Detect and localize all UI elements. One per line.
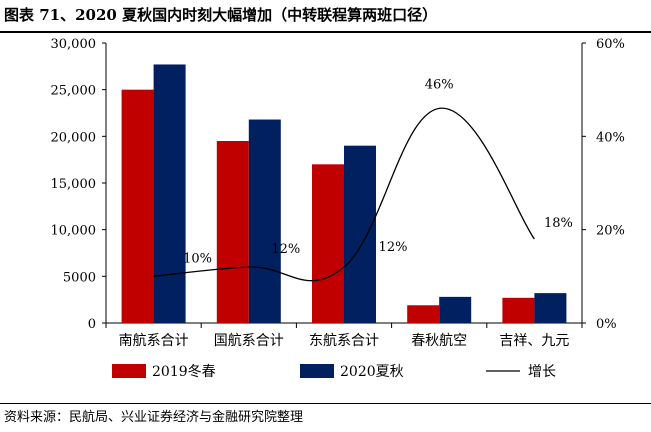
right-tick-label: 40% [596, 130, 625, 145]
right-tick-label: 0% [596, 317, 617, 332]
bar-2020夏秋 [439, 296, 472, 323]
chart: 10% 12% 12% 46% 18% 0 5000 10,000 15,000 20,000 2… [51, 37, 625, 380]
left-tick-label: 25,000 [51, 84, 97, 99]
growth-line [153, 107, 535, 282]
bar-2019冬春 [407, 305, 440, 323]
category-label: 南航系合计 [119, 333, 189, 349]
chart-line: 10% 12% 12% 46% 18% [153, 77, 573, 282]
legend-label-2020: 2020夏秋 [340, 364, 404, 380]
figure-title: 图表 71、2020 夏秋国内时刻大幅增加（中转联程算两班口径） [4, 6, 438, 24]
category-labels: 南航系合计 国航系合计 东航系合计 春秋航空 吉祥、九元 [119, 333, 570, 349]
left-tick-label: 10,000 [51, 224, 97, 239]
source-rule [0, 403, 651, 404]
title-rule [0, 31, 651, 33]
left-tick-label: 0 [88, 317, 96, 332]
source-note: 资料来源：民航局、兴业证券经济与金融研究院整理 [4, 410, 304, 425]
bar-2019冬春 [502, 297, 535, 323]
bar-2020夏秋 [534, 293, 567, 323]
category-label: 吉祥、九元 [499, 333, 569, 349]
category-label: 东航系合计 [309, 333, 379, 349]
legend-swatch-2020 [300, 364, 334, 378]
left-tick-label: 5000 [63, 270, 96, 285]
growth-data-label: 18% [544, 216, 573, 231]
chart-bars [121, 64, 567, 324]
right-tick-label: 20% [596, 224, 625, 239]
right-tick-label: 60% [596, 37, 625, 52]
chart-legend: 2019冬春 2020夏秋 增长 [112, 364, 556, 380]
left-tick-label: 20,000 [51, 130, 97, 145]
bar-2020夏秋 [344, 145, 376, 323]
left-tick-label: 15,000 [51, 177, 97, 192]
growth-data-label: 12% [271, 242, 300, 257]
bar-2019冬春 [121, 89, 154, 323]
category-label: 国航系合计 [214, 333, 284, 349]
growth-data-label: 12% [379, 240, 408, 255]
legend-swatch-2019 [112, 364, 146, 378]
growth-data-label: 10% [183, 251, 212, 266]
legend-label-2019: 2019冬春 [152, 364, 216, 380]
category-label: 春秋航空 [411, 333, 467, 349]
right-axis-ticks: 0% 20% 40% 60% [582, 37, 625, 332]
bar-2020夏秋 [153, 64, 186, 323]
legend-label-growth: 增长 [528, 364, 556, 380]
left-tick-label: 30,000 [51, 37, 97, 52]
bar-2020夏秋 [248, 119, 281, 324]
bar-2019冬春 [216, 141, 249, 323]
bar-2019冬春 [312, 164, 344, 323]
growth-data-label: 46% [425, 77, 454, 92]
left-axis-ticks: 0 5000 10,000 15,000 20,000 25,000 30,000 [51, 37, 106, 332]
